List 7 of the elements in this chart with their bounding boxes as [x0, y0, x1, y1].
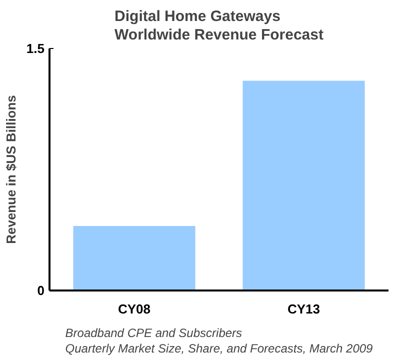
chart-title: Digital Home Gateways Worldwide Revenue Forecast: [114, 8, 324, 44]
text: Broadband CPE and Subscribers Quarterly Market Size, Share, and Forecasts, March 2009: [65, 326, 374, 356]
y-tick-label: 1.5: [26, 41, 45, 56]
x-tick-label: CY13: [287, 302, 320, 316]
y-tick-label: 0: [37, 283, 45, 298]
x-tick-label: CY08: [118, 302, 151, 316]
y-axis-title: Revenue in $US Billions: [3, 95, 18, 244]
